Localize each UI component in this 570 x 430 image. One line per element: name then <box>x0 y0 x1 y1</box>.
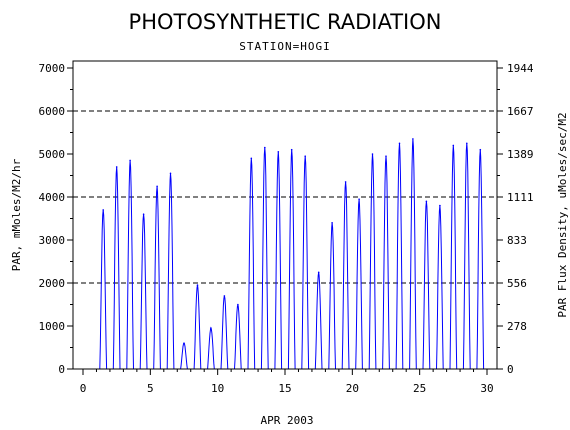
x-tick-label: 15 <box>278 382 291 395</box>
daily-peak-point <box>398 142 401 145</box>
daily-peak-point <box>371 153 374 155</box>
plot-frame <box>72 60 498 370</box>
daily-peak-point <box>479 148 482 151</box>
daily-peak-point <box>237 303 239 306</box>
y-axis-right: 0 278 556 833 1111 1389 1667 1944 <box>497 62 534 376</box>
x-axis: 0 5 10 15 20 25 30 <box>80 369 494 395</box>
chart-title: PHOTOSYNTHETIC RADIATION <box>129 10 442 34</box>
daily-peak-point <box>358 198 360 200</box>
y2-tick-label: 0 <box>507 363 514 376</box>
daily-peak-point <box>210 327 212 329</box>
daily-peak-point <box>183 342 185 345</box>
daily-peak-point <box>223 295 226 297</box>
y2-tick-label: 1667 <box>507 105 534 118</box>
y-tick-label: 7000 <box>39 62 66 75</box>
daily-peak-point <box>102 209 104 211</box>
y2-tick-label: 556 <box>507 277 527 290</box>
par-series <box>97 138 486 370</box>
y2-tick-label: 1944 <box>507 62 534 75</box>
daily-peak-point <box>115 166 118 168</box>
y-axis-left: 0 1000 2000 3000 4000 5000 6000 7000 <box>39 62 73 376</box>
x-axis-label: APR 2003 <box>261 414 314 427</box>
y2-axis-label: PAR Flux Density, uMoles/sec/M2 <box>556 112 569 317</box>
daily-peak-point <box>466 142 468 145</box>
y2-tick-label: 278 <box>507 320 527 333</box>
y-tick-label: 3000 <box>39 234 66 247</box>
daily-peak-point <box>439 204 441 207</box>
daily-peak-point <box>290 148 293 151</box>
y-tick-label: 5000 <box>39 148 66 161</box>
y-tick-label: 1000 <box>39 320 66 333</box>
daily-peak-point <box>169 172 172 175</box>
y2-tick-label: 1389 <box>507 148 534 161</box>
daily-peak-point <box>412 138 414 140</box>
y-axis-label: PAR, mMoles/M2/hr <box>10 158 23 271</box>
chart-subtitle: STATION=HOGI <box>239 40 330 53</box>
y-tick-label: 0 <box>58 363 65 376</box>
x-tick-label: 30 <box>480 382 493 395</box>
daily-peak-point <box>250 157 253 160</box>
par-line <box>97 138 486 370</box>
daily-peak-point <box>277 151 280 153</box>
daily-peak-point <box>344 181 347 183</box>
daily-peak-point <box>304 155 307 157</box>
gridlines <box>73 110 497 284</box>
daily-peak-point <box>385 155 387 157</box>
x-tick-label: 10 <box>211 382 224 395</box>
y-tick-label: 4000 <box>39 191 66 204</box>
y2-tick-label: 1111 <box>507 191 534 204</box>
daily-peak-point <box>142 213 145 215</box>
daily-peak-point <box>317 271 320 274</box>
daily-peak-point <box>331 222 333 224</box>
x-tick-label: 20 <box>346 382 359 395</box>
daily-peak-point <box>452 144 455 147</box>
daily-peak-point <box>264 146 266 149</box>
daily-peak-point <box>196 284 199 286</box>
daily-peak-point <box>156 185 158 188</box>
x-tick-label: 0 <box>80 382 87 395</box>
x-tick-label: 25 <box>413 382 426 395</box>
y-tick-label: 2000 <box>39 277 66 290</box>
y-tick-label: 6000 <box>39 105 66 118</box>
y2-tick-label: 833 <box>507 234 527 247</box>
daily-peak-point <box>129 159 131 162</box>
x-tick-label: 5 <box>147 382 154 395</box>
daily-peak-point <box>425 200 428 203</box>
